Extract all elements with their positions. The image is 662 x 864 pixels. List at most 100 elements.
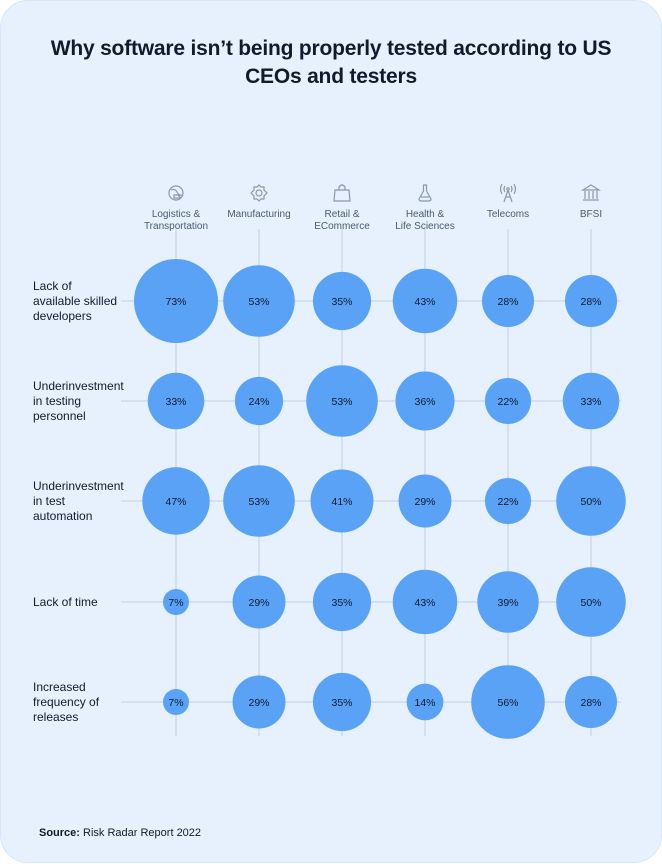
data-label: 36% xyxy=(414,396,435,408)
data-label: 39% xyxy=(497,597,518,609)
data-label: 50% xyxy=(580,496,601,508)
data-label: 29% xyxy=(414,496,435,508)
column-label-line: Logistics & xyxy=(152,209,201,220)
bubble xyxy=(162,588,190,616)
data-point: 29% xyxy=(232,675,286,729)
data-point: 29% xyxy=(398,474,452,528)
row-label-line: automation xyxy=(33,509,92,523)
data-label: 28% xyxy=(580,296,601,308)
data-point: 35% xyxy=(312,271,372,331)
data-label: 22% xyxy=(497,496,518,508)
column-label-line: Telecoms xyxy=(487,209,529,220)
bubble xyxy=(306,365,378,437)
data-point: 14% xyxy=(406,683,444,721)
data-point: 29% xyxy=(232,575,286,629)
data-label: 28% xyxy=(580,697,601,709)
row-label-underinvestment-in-test-automation: Underinvestment in test automation xyxy=(33,479,124,523)
gear-icon xyxy=(250,184,268,202)
data-point: 35% xyxy=(312,672,372,732)
column-label-bfsi: BFSI xyxy=(580,209,602,220)
shopping-bag-icon xyxy=(333,184,351,202)
row-label-line: Increased xyxy=(33,680,86,694)
bubble xyxy=(147,372,205,430)
data-label: 33% xyxy=(580,396,601,408)
row-label-underinvestment-in-testing-personnel: Underinvestment in testing personnel xyxy=(33,379,124,423)
data-point: 7% xyxy=(162,588,190,616)
data-label: 28% xyxy=(497,296,518,308)
bubble xyxy=(395,371,455,431)
bubble xyxy=(398,474,452,528)
data-point: 39% xyxy=(477,571,539,633)
bubble xyxy=(564,675,618,729)
data-label: 56% xyxy=(497,697,518,709)
bubble xyxy=(471,665,545,739)
row-label-increased-frequency-of-releases: Increased frequency of releases xyxy=(33,680,100,724)
source-note: Source: Risk Radar Report 2022 xyxy=(39,827,201,839)
bubble xyxy=(392,569,458,635)
bank-icon xyxy=(580,184,602,201)
row-label-line: releases xyxy=(33,710,78,724)
column-label-health-life-sciences: Health & Life Sciences xyxy=(395,209,454,232)
bubble xyxy=(223,265,295,337)
data-label: 35% xyxy=(331,296,352,308)
data-label: 29% xyxy=(248,597,269,609)
data-point: 53% xyxy=(223,465,295,537)
row-label-line: Lack of xyxy=(33,279,72,293)
data-point: 24% xyxy=(234,376,284,426)
data-label: 7% xyxy=(168,597,183,609)
column-label-line: ECommerce xyxy=(314,221,370,232)
data-point: 36% xyxy=(395,371,455,431)
row-label-line: available skilled xyxy=(33,294,117,308)
data-label: 43% xyxy=(414,597,435,609)
row-label-line: in testing xyxy=(33,394,81,408)
data-point: 33% xyxy=(562,372,620,430)
data-point: 22% xyxy=(484,477,532,525)
data-point: 43% xyxy=(392,268,458,334)
bubble xyxy=(564,274,618,328)
bubble xyxy=(142,467,210,535)
bubble xyxy=(392,268,458,334)
data-label: 43% xyxy=(414,296,435,308)
flask-icon xyxy=(418,184,432,202)
data-point: 28% xyxy=(564,274,618,328)
column-label-telecoms: Telecoms xyxy=(487,209,529,220)
data-point: 28% xyxy=(564,675,618,729)
column-label-line: Health & xyxy=(406,209,445,220)
data-label: 73% xyxy=(165,296,186,308)
column-label-line: Retail & xyxy=(324,209,359,220)
bubble xyxy=(477,571,539,633)
bubble xyxy=(484,477,532,525)
data-point: 43% xyxy=(392,569,458,635)
globe-truck-icon xyxy=(168,185,184,201)
bubble xyxy=(406,683,444,721)
data-label: 33% xyxy=(165,396,186,408)
data-label: 35% xyxy=(331,597,352,609)
data-point: 22% xyxy=(484,377,532,425)
row-label-line: developers xyxy=(33,309,92,323)
data-point: 50% xyxy=(556,466,626,536)
bubble xyxy=(134,259,218,343)
antenna-icon xyxy=(499,183,517,203)
data-point: 53% xyxy=(306,365,378,437)
data-point: 28% xyxy=(481,274,535,328)
data-point: 41% xyxy=(310,469,374,533)
column-label-line: Life Sciences xyxy=(395,221,454,232)
bubble xyxy=(232,675,286,729)
data-point: 53% xyxy=(223,265,295,337)
column-label-line: Transportation xyxy=(144,221,208,232)
bubble xyxy=(481,274,535,328)
bubble xyxy=(310,469,374,533)
data-point: 50% xyxy=(556,567,626,637)
row-label-line: in test xyxy=(33,494,66,508)
source-text: Risk Radar Report 2022 xyxy=(83,827,202,839)
data-label: 50% xyxy=(580,597,601,609)
chart-title: Why software isn’t being properly tested… xyxy=(50,37,612,88)
row-label-lack-of-time: Lack of time xyxy=(33,595,98,609)
data-label: 41% xyxy=(331,496,352,508)
data-label: 35% xyxy=(331,697,352,709)
row-label-line: Underinvestment xyxy=(33,479,124,493)
data-point: 33% xyxy=(147,372,205,430)
bubble xyxy=(562,372,620,430)
source-prefix: Source: xyxy=(39,827,80,839)
